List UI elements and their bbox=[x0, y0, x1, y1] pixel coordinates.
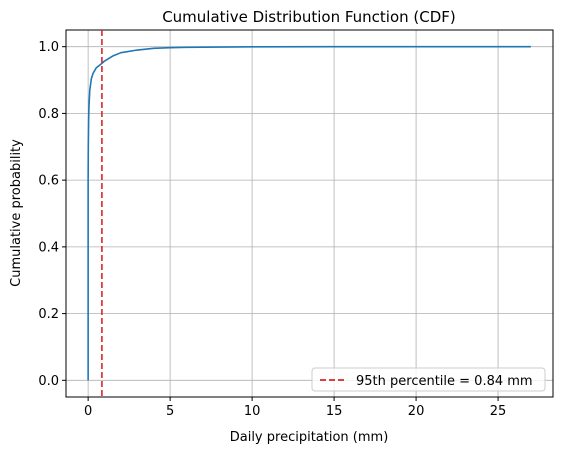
cdf-series-line bbox=[87, 45, 531, 381]
axis-ticks: 0 5 10 15 20 25 0.0 0.2 0.4 0.6 0.8 1.0 bbox=[38, 40, 506, 419]
series-layer bbox=[87, 30, 531, 397]
y-tick-label: 0.4 bbox=[38, 240, 59, 255]
x-tick-label: 25 bbox=[490, 404, 507, 419]
x-tick-label: 20 bbox=[408, 404, 425, 419]
legend-box bbox=[311, 367, 546, 392]
y-tick-label: 1.0 bbox=[38, 40, 59, 55]
y-tick-label: 0.2 bbox=[38, 307, 59, 322]
chart-title: Cumulative Distribution Function (CDF) bbox=[162, 8, 456, 26]
y-tick-label: 0.8 bbox=[38, 107, 59, 122]
y-tick-label: 0.6 bbox=[38, 174, 59, 189]
y-axis-title: Cumulative probability bbox=[9, 139, 24, 287]
x-tick-label: 5 bbox=[166, 404, 174, 419]
x-tick-label: 0 bbox=[84, 404, 92, 419]
plot-frame bbox=[65, 29, 554, 398]
legend: 95th percentile = 0.84 mm bbox=[311, 367, 546, 392]
legend-label: 95th percentile = 0.84 mm bbox=[356, 374, 533, 389]
x-tick-label: 10 bbox=[244, 404, 261, 419]
x-axis-title: Daily precipitation (mm) bbox=[230, 430, 389, 445]
x-tick-label: 15 bbox=[326, 404, 343, 419]
grid bbox=[66, 30, 553, 397]
y-tick-label: 0.0 bbox=[38, 374, 59, 389]
